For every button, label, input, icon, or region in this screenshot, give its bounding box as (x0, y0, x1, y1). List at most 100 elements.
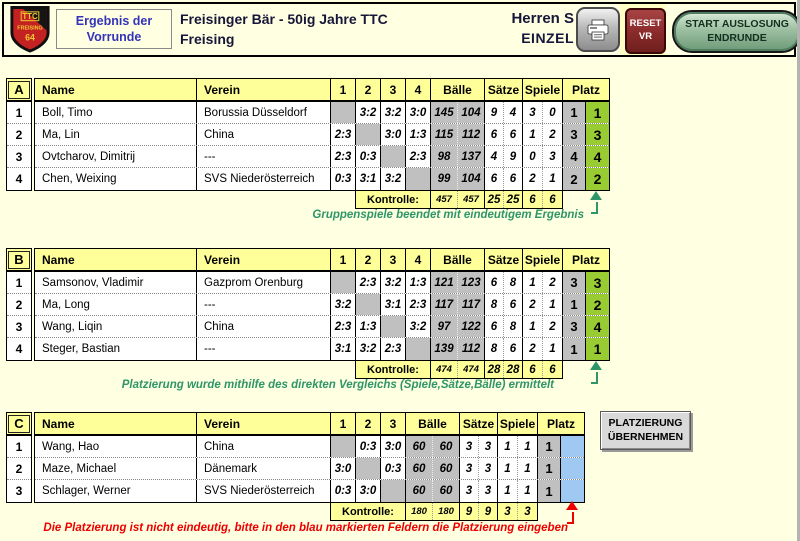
match-result-cell[interactable]: 2:3 (331, 124, 356, 145)
baelle-cell: 145 104 (431, 102, 485, 123)
match-result-cell[interactable]: 3:0 (406, 102, 431, 123)
match-result-cell[interactable]: 3:1 (381, 294, 406, 315)
baelle-cell-lost: 60 (432, 480, 459, 502)
phase-label-line2: Vorrunde (86, 30, 142, 44)
start-button-label-line2: ENDRUNDE (707, 31, 767, 44)
phase-label-box: Ergebnis der Vorrunde (56, 9, 172, 49)
reset-vr-button[interactable]: RESET VR (625, 8, 666, 54)
match-result-cell[interactable]: 3:2 (381, 102, 406, 123)
match-result-cell[interactable]: 0:3 (381, 458, 406, 479)
match-result-cell[interactable]: 3:2 (356, 338, 381, 360)
match-result-cell[interactable]: 0:3 (356, 436, 381, 457)
column-header-saetze: Sätze (460, 413, 498, 434)
spiele-cell-lost: 1 (542, 338, 562, 360)
self-match-cell (356, 294, 381, 315)
column-header-verein: Verein (197, 413, 331, 434)
self-match-cell (406, 338, 431, 360)
table-header-row: Name Verein 1 2 3 4 Bälle Sätze Spiele Platz (35, 249, 609, 272)
platz-final-cell: 2 (586, 294, 609, 315)
match-result-cell[interactable]: 3:2 (331, 294, 356, 315)
match-result-cell[interactable]: 3:0 (331, 458, 356, 479)
match-result-cell[interactable]: 2:3 (356, 272, 381, 293)
kontrolle-saetze-left: 9 (465, 505, 473, 518)
match-result-cell[interactable]: 3:2 (356, 102, 381, 123)
match-result-cell[interactable]: 3:1 (331, 338, 356, 360)
header-bar: TTC FREISING 64 Ergebnis der Vorrunde Fr… (2, 2, 800, 57)
spiele-cell-lost: 2 (542, 124, 562, 145)
platz-vorlauf-cell: 1 (563, 102, 586, 123)
spiele-cell-lost: 1 (517, 436, 537, 457)
status-message: Die Platzierung ist nicht eindeutig, bit… (43, 522, 568, 534)
row-number: 4 (15, 172, 23, 186)
self-match-cell (381, 146, 406, 167)
match-result-cell[interactable]: 3:0 (356, 480, 381, 502)
column-header-name: Name (35, 79, 197, 100)
match-result-cell[interactable]: 0:3 (331, 480, 356, 502)
kontrolle-label: Kontrolle: (355, 361, 431, 379)
status-arrow-icon (566, 501, 578, 510)
row-number: 3 (7, 146, 31, 168)
match-result-cell[interactable]: 0:3 (356, 146, 381, 167)
match-result-cell[interactable]: 2:3 (406, 294, 431, 315)
match-result-cell[interactable]: 3:1 (356, 168, 381, 190)
player-verein: --- (197, 294, 331, 315)
player-row: Wang, Liqin China 2:3 1:3 3:2 97 122 6 8 1 2 3 4 (35, 316, 609, 338)
baelle-cell-won: 60 (412, 440, 426, 453)
match-result-cell[interactable]: 3:2 (381, 272, 406, 293)
kontrolle-baelle-right: 474 (457, 361, 484, 378)
match-result-cell[interactable]: 2:3 (331, 316, 356, 337)
platz-input[interactable] (561, 480, 584, 502)
kontrolle-saetze-right: 25 (503, 191, 522, 208)
player-name: Maze, Michael (35, 458, 197, 479)
row-number: 1 (7, 436, 31, 458)
status-arrow-elbow (591, 202, 598, 214)
baelle-cell: 115 112 (431, 124, 485, 145)
player-name: Wang, Liqin (35, 316, 197, 337)
match-result-cell[interactable]: 2:3 (381, 338, 406, 360)
baelle-cell-won: 99 (437, 173, 451, 185)
platz-input[interactable] (561, 458, 584, 479)
self-match-cell (356, 124, 381, 145)
saetze-cell-won: 8 (490, 343, 498, 355)
match-result-cell[interactable]: 1:3 (356, 316, 381, 337)
print-button[interactable] (576, 7, 620, 52)
status-message: Gruppenspiele beendet mit eindeutigem Er… (312, 209, 584, 221)
spiele-cell-won: 2 (529, 173, 536, 185)
player-verein: SVS Niederösterreich (197, 168, 331, 190)
row-number: 3 (15, 484, 23, 498)
row-number: 2 (7, 124, 31, 146)
match-result-cell[interactable]: 0:3 (331, 168, 356, 190)
group-table: Name Verein 1 2 3 4 Bälle Sätze Spiele Platz Samso… (34, 248, 610, 361)
column-header-platz: Platz (546, 416, 575, 431)
match-result-cell[interactable]: 3:0 (381, 124, 406, 145)
svg-text:TTC: TTC (22, 12, 38, 21)
match-result-cell[interactable]: 2:3 (331, 146, 356, 167)
baelle-cell-won: 117 (434, 298, 454, 311)
kontrolle-saetze-right: 28 (503, 361, 522, 378)
match-result-cell[interactable]: 3:0 (381, 436, 406, 457)
saetze-cell-lost: 8 (503, 316, 522, 337)
platzierung-uebernehmen-button[interactable]: PLATZIERUNG ÜBERNEHMEN (600, 411, 691, 450)
kontrolle-saetze-right: 9 (478, 503, 497, 520)
match-result-cell[interactable]: 3:2 (406, 316, 431, 337)
baelle-cell-won: 97 (437, 320, 451, 333)
phase-label-line1: Ergebnis der (75, 13, 153, 28)
baelle-cell-won: 145 (434, 106, 454, 119)
kontrolle-baelle-right: 180 (432, 503, 459, 520)
self-match-cell (331, 436, 356, 457)
match-result-cell[interactable]: 1:3 (406, 272, 431, 293)
match-result-cell[interactable]: 2:3 (406, 146, 431, 167)
platz-input[interactable] (561, 436, 584, 457)
platz-input-cell (561, 436, 584, 457)
match-result-cell[interactable]: 1:3 (406, 124, 431, 145)
match-result-cell[interactable]: 3:2 (381, 168, 406, 190)
start-auslosung-endrunde-button[interactable]: START AUSLOSUNG ENDRUNDE (672, 10, 800, 53)
